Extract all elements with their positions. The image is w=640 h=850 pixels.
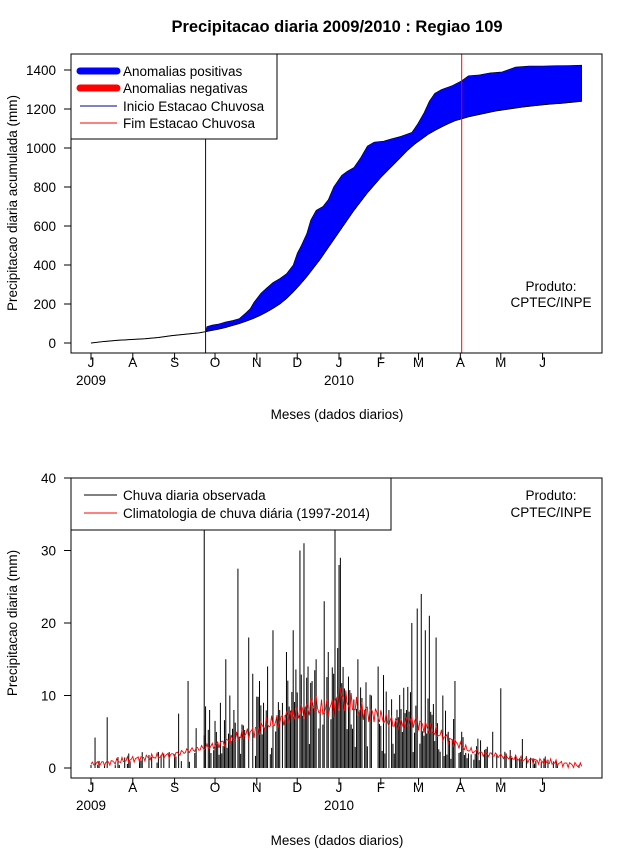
x-tick-label: A [456,355,465,370]
x-tick-label: M [495,355,506,370]
legend-label-end: Fim Estacao Chuvosa [123,116,256,131]
y-axis-label: Precipitacao diaria acumulada (mm) [5,95,20,311]
legend-label-start: Inicio Estacao Chuvosa [123,99,265,114]
x-tick-label: N [252,780,262,795]
y-tick-label: 400 [33,258,56,273]
legend: Chuva diaria observada Climatologia de c… [70,477,392,531]
x-tick-label: J [539,355,546,370]
chart-title: Precipitacao diaria 2009/2010 : Regiao 1… [171,18,502,36]
y-tick-label: 600 [33,219,56,234]
y-tick-label: 1000 [26,141,56,156]
y-axis-label: Precipitacao diaria (mm) [5,550,20,696]
x-tick-label: A [128,780,137,795]
y-tick-label: 0 [48,336,56,351]
x-tick-label: D [292,780,302,795]
x-tick-label: A [128,355,137,370]
x-tick-label: M [413,355,424,370]
x-axis-label: Meses (dados diarios) [271,407,404,422]
x-axis-ticks: J A S O N D J F M A M J 2009 2010 [76,778,546,813]
bottom-panel: 0 10 20 30 40 J A S O N D J F M A M J 2009 2010 Chuva dia… [5,471,603,848]
y-tick-label: 10 [41,689,56,704]
x-tick-label: M [495,780,506,795]
y-tick-label: 1200 [26,102,56,117]
x-year-label: 2010 [324,798,354,813]
climatology-daily-line [90,687,583,770]
x-tick-label: J [88,355,95,370]
product-label: Produto: [525,279,576,294]
product-label: Produto: [525,488,576,503]
x-axis-label: Meses (dados diarios) [271,833,404,848]
x-tick-label: D [292,355,302,370]
x-tick-label: S [170,355,179,370]
x-year-label: 2009 [76,373,106,388]
legend-label-climatology: Climatologia de chuva diária (1997-2014) [123,506,370,521]
y-axis-ticks: 0 10 20 30 40 [41,471,71,776]
legend-label-observed: Chuva diaria observada [123,488,266,503]
x-tick-label: J [336,780,343,795]
top-panel: 0 200 400 600 800 1000 1200 1400 J A S O N D J F M A M J 20… [5,53,603,422]
x-tick-label: J [539,780,546,795]
x-tick-label: A [456,780,465,795]
climatology-cumulative-line [90,100,582,344]
y-axis-ticks: 0 200 400 600 800 1000 1200 1400 [26,63,71,351]
x-tick-label: O [210,355,221,370]
daily-rain-bars [90,478,580,768]
product-source: CPTEC/INPE [510,505,591,520]
y-tick-label: 20 [41,616,56,631]
y-tick-label: 800 [33,180,56,195]
x-year-label: 2009 [76,798,106,813]
x-tick-label: J [336,355,343,370]
legend: Anomalias positivas Anomalias negativas … [70,53,278,140]
x-tick-label: N [252,355,262,370]
legend-label-negative: Anomalias negativas [123,81,248,96]
y-tick-label: 30 [41,544,56,559]
x-axis-ticks: J A S O N D J F M A M J 2009 2010 [76,353,546,388]
x-tick-label: O [210,780,221,795]
legend-box [70,477,392,531]
x-tick-label: S [170,780,179,795]
y-tick-label: 1400 [26,63,56,78]
product-source: CPTEC/INPE [510,295,591,310]
y-tick-label: 0 [48,761,56,776]
x-tick-label: M [413,780,424,795]
legend-label-positive: Anomalias positivas [123,64,243,79]
y-tick-label: 200 [33,297,56,312]
plot-frame [70,53,603,354]
x-tick-label: F [377,780,385,795]
x-year-label: 2010 [324,373,354,388]
x-tick-label: J [88,780,95,795]
x-tick-label: F [377,355,385,370]
y-tick-label: 40 [41,471,56,486]
